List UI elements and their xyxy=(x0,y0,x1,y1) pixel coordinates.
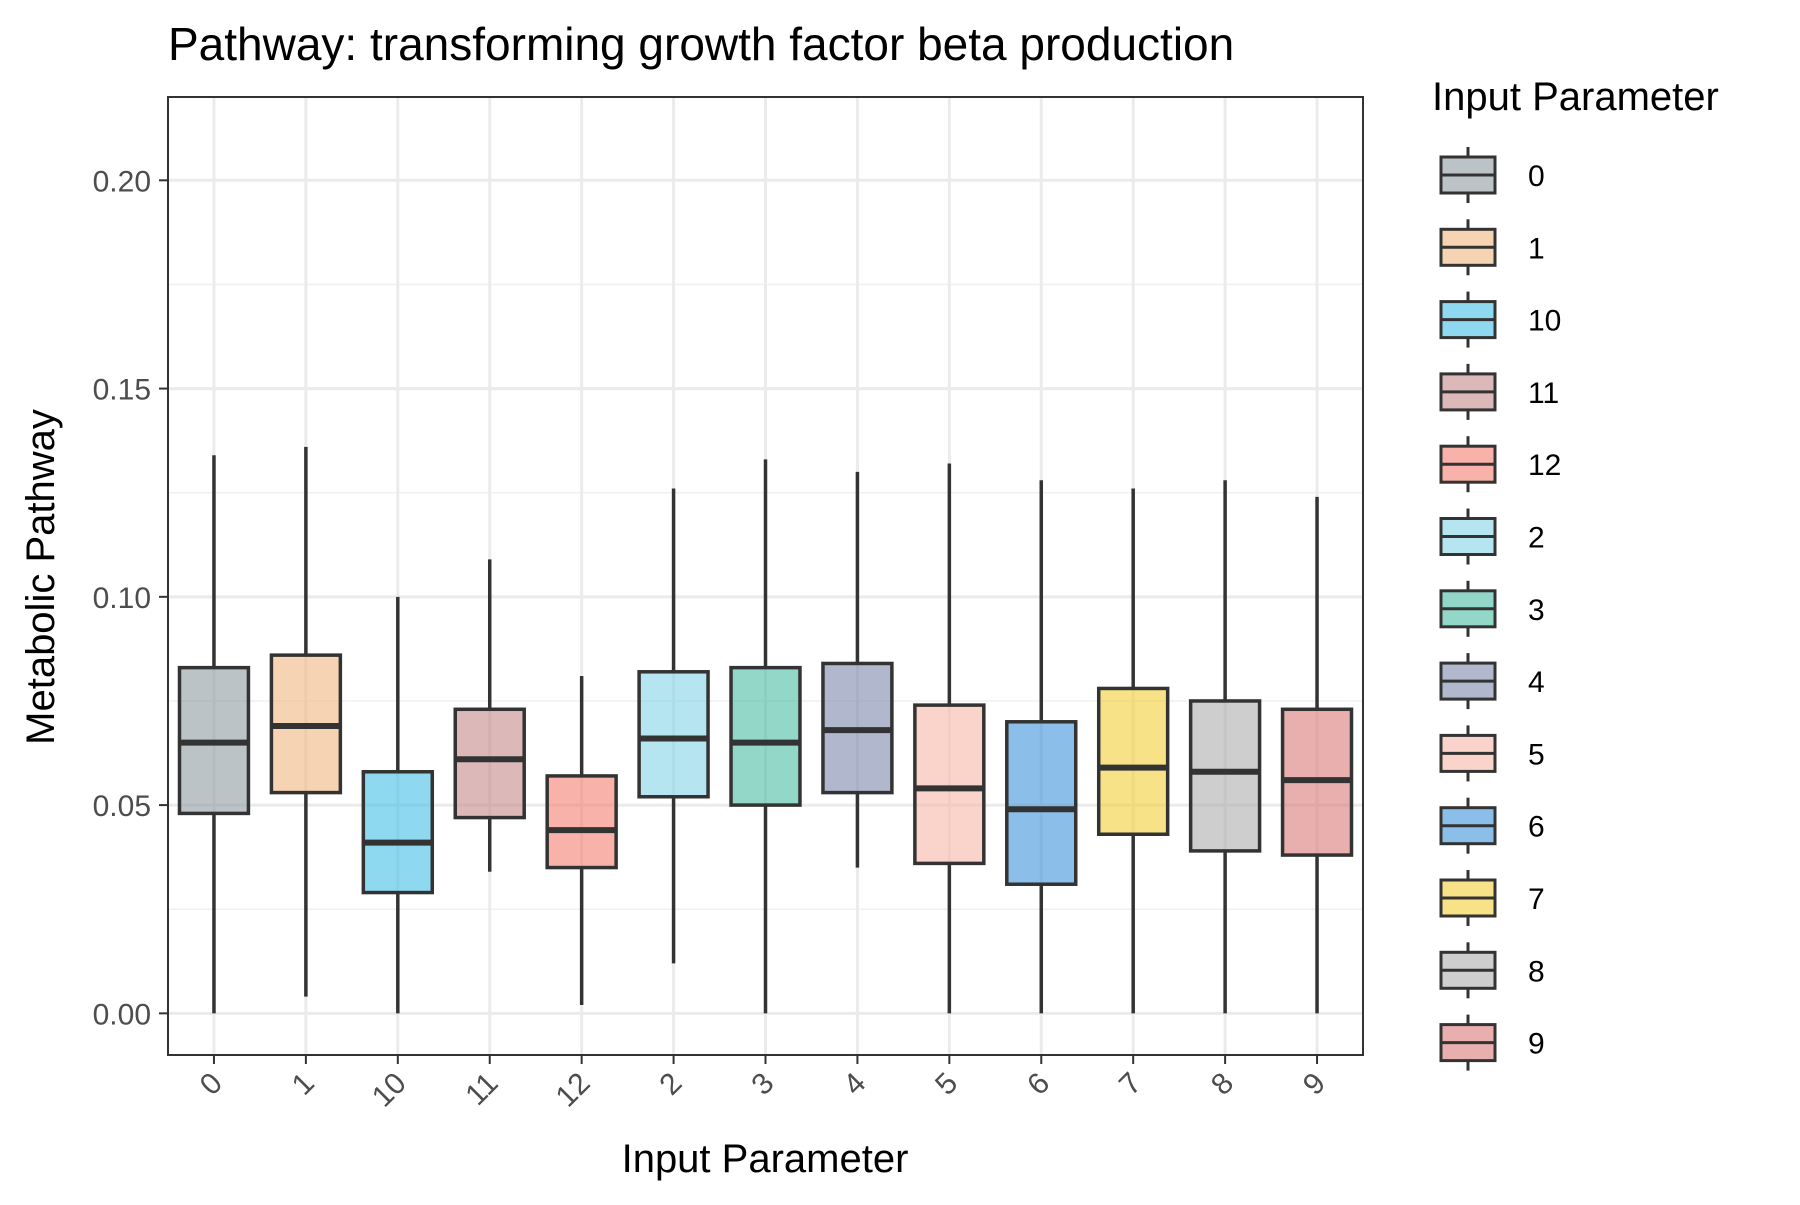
box-iqr xyxy=(637,670,710,799)
axis-layer: 0.00 0.05 0.10 0.15 0.20 0 1 10 11 12 2 3 4 5 6 7 8 9 xyxy=(93,165,1332,1113)
box-iqr xyxy=(1188,699,1262,853)
x-axis-label: Input Parameter xyxy=(622,1137,909,1181)
box-iqr xyxy=(729,665,802,807)
box-iqr xyxy=(1005,720,1078,886)
legend-title: Input Parameter xyxy=(1432,75,1719,119)
legend-label: 1 xyxy=(1528,232,1545,265)
legend: 0 1 10 11 12 2 3 4 5 6 7 8 9 xyxy=(1439,147,1561,1071)
x-tick-label: 11 xyxy=(459,1067,504,1112)
box-iqr xyxy=(545,774,618,870)
x-tick-label: 9 xyxy=(1297,1067,1332,1102)
x-tick-label: 7 xyxy=(1113,1067,1148,1102)
legend-label: 6 xyxy=(1528,811,1545,844)
x-tick-label: 4 xyxy=(837,1067,872,1102)
x-tick-label: 2 xyxy=(653,1067,688,1102)
chart-title: Pathway: transforming growth factor beta… xyxy=(168,18,1234,70)
legend-label: 10 xyxy=(1528,305,1561,338)
x-tick-label: 0 xyxy=(194,1067,229,1102)
legend-label: 3 xyxy=(1528,594,1545,627)
legend-label: 8 xyxy=(1528,955,1545,988)
legend-label: 7 xyxy=(1528,883,1545,916)
box-iqr xyxy=(361,770,435,895)
y-tick-label: 0.00 xyxy=(93,998,151,1031)
y-tick-label: 0.05 xyxy=(93,790,151,823)
x-tick-label: 1 xyxy=(286,1067,321,1102)
legend-label: 12 xyxy=(1528,449,1561,482)
box-iqr xyxy=(453,707,526,820)
x-tick-label: 12 xyxy=(550,1067,597,1114)
box-iqr xyxy=(1096,686,1170,836)
legend-label: 11 xyxy=(1528,377,1559,410)
legend-label: 5 xyxy=(1528,738,1545,771)
x-tick-label: 6 xyxy=(1021,1067,1056,1102)
x-tick-label: 10 xyxy=(366,1067,413,1114)
legend-label: 2 xyxy=(1528,522,1545,555)
box-layer xyxy=(177,446,1354,1014)
legend-label: 4 xyxy=(1528,666,1545,699)
legend-label: 0 xyxy=(1528,160,1545,193)
x-tick-label: 3 xyxy=(745,1067,780,1102)
x-tick-label: 8 xyxy=(1205,1067,1240,1102)
y-tick-label: 0.20 xyxy=(93,165,151,198)
legend-label: 9 xyxy=(1528,1028,1545,1061)
y-axis-label: Metabolic Pathway xyxy=(19,409,63,745)
box-iqr xyxy=(913,703,986,866)
y-tick-label: 0.15 xyxy=(93,374,151,407)
y-tick-label: 0.10 xyxy=(93,582,151,615)
x-tick-label: 5 xyxy=(929,1067,964,1102)
